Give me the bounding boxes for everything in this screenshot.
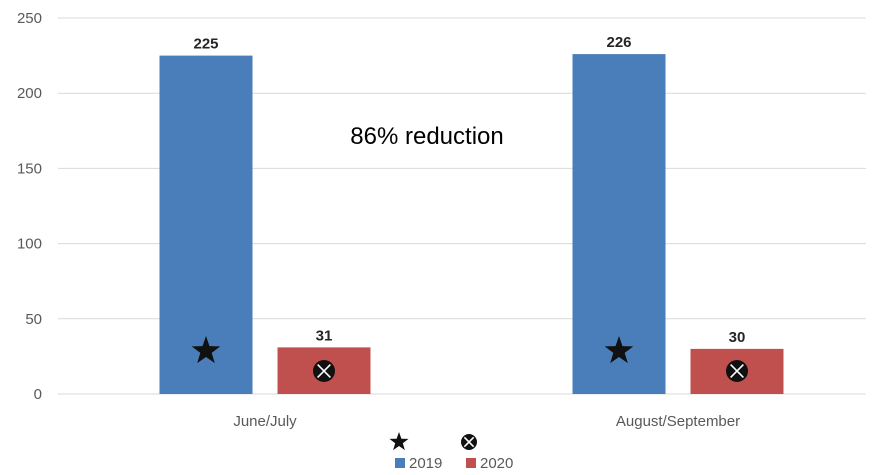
data-labels: 225 31 226 30	[193, 34, 745, 346]
bar-markers	[191, 336, 748, 382]
y-tick-label: 100	[17, 236, 42, 253]
reduction-annotation: 86% reduction	[350, 123, 503, 150]
x-category-label: June/July	[233, 413, 297, 430]
legend-label: 2020	[480, 455, 513, 472]
bars	[159, 54, 784, 394]
star-icon	[604, 336, 634, 364]
y-tick-label: 150	[17, 160, 42, 177]
y-tick-label: 0	[34, 386, 42, 403]
data-label: 30	[729, 329, 746, 346]
circle-x-icon	[313, 360, 335, 382]
star-icon	[389, 432, 409, 451]
legend-swatch	[395, 458, 405, 468]
y-tick-label: 200	[17, 85, 42, 102]
data-label: 226	[606, 34, 631, 51]
y-tick-label: 250	[17, 10, 42, 27]
x-category-label: August/September	[616, 413, 740, 430]
data-label: 31	[316, 327, 333, 344]
circle-x-icon	[461, 434, 477, 450]
y-tick-label: 50	[25, 311, 42, 328]
legend-swatch	[466, 458, 476, 468]
x-axis-category-labels: June/July August/September	[233, 413, 740, 430]
circle-x-icon	[726, 360, 748, 382]
data-label: 225	[193, 36, 218, 53]
legend-label: 2019	[409, 455, 442, 472]
y-axis-tick-labels: 0 50 100 150 200 250	[17, 10, 42, 403]
star-icon	[191, 336, 221, 364]
legend: 2019 2020	[389, 432, 513, 472]
